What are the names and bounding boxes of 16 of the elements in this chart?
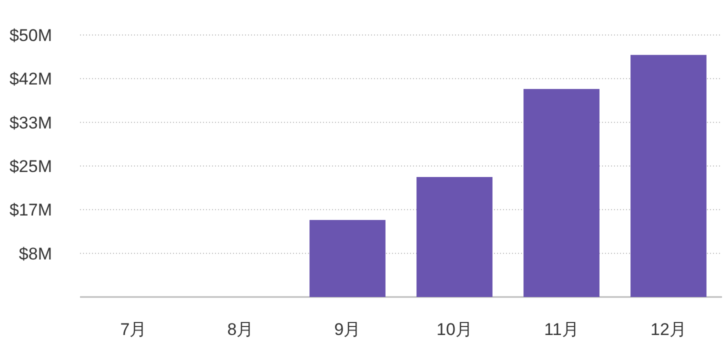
x-tick-label: 10月: [436, 320, 472, 339]
y-tick-label: $8M: [18, 244, 52, 264]
y-tick-label: $17M: [9, 200, 52, 220]
y-tick-label: $50M: [9, 26, 52, 45]
bar: [630, 54, 706, 297]
y-tick-label: $33M: [9, 113, 52, 132]
x-tick-label: 7月: [120, 320, 147, 339]
bar: [524, 88, 600, 297]
x-tick-label: 9月: [334, 320, 361, 339]
y-tick-label: $42M: [9, 70, 52, 89]
x-tick-label: 11月: [544, 320, 579, 339]
x-tick-label: 8月: [227, 320, 254, 339]
y-tick-label: $25M: [9, 157, 52, 176]
x-tick-label: 12月: [650, 320, 686, 339]
bar: [416, 177, 492, 297]
bar: [310, 220, 386, 297]
